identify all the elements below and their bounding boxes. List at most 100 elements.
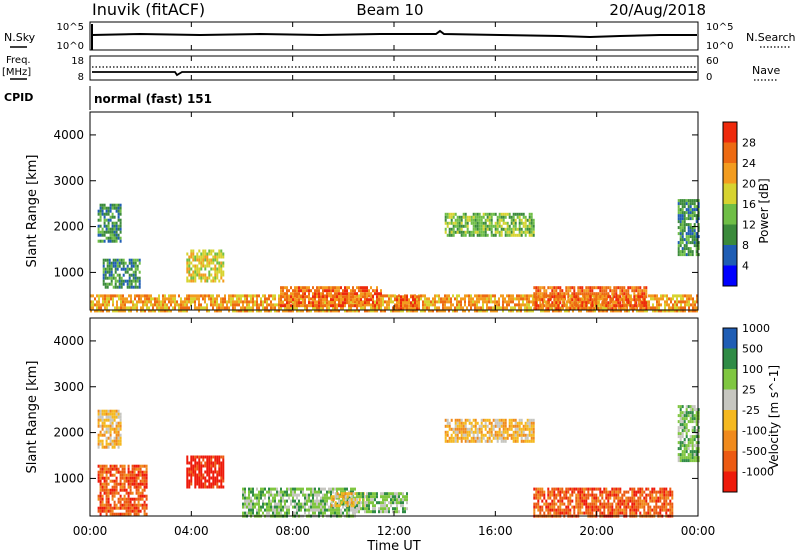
echo-cell — [290, 295, 292, 299]
echo-cell — [545, 307, 548, 311]
echo-cell — [122, 297, 124, 301]
echo-cell — [480, 418, 483, 422]
echo-cell — [194, 264, 197, 268]
echo-cell — [314, 505, 316, 509]
echo-cell — [270, 502, 272, 506]
echo-cell — [623, 304, 626, 308]
echo-cell — [268, 508, 270, 512]
echo-cell — [514, 424, 517, 428]
echo-cell — [615, 496, 618, 500]
echo-cell — [232, 300, 234, 304]
echo-cell — [685, 253, 688, 257]
echo-cell — [214, 479, 217, 483]
echo-cell — [530, 309, 532, 313]
echo-cell — [526, 427, 529, 431]
echo-cell — [635, 502, 638, 506]
echo-cell — [214, 464, 217, 468]
echo-cell — [442, 297, 444, 301]
echo-cell — [104, 306, 106, 310]
echo-cell — [117, 206, 120, 210]
echo-cell — [316, 496, 318, 500]
echo-cell — [302, 493, 304, 497]
echo-cell — [111, 212, 114, 216]
echo-cell — [406, 295, 408, 299]
echo-cell — [105, 230, 108, 234]
echo-cell — [549, 286, 552, 290]
echo-cell — [124, 303, 126, 307]
echo-cell — [585, 508, 588, 512]
echo-cell — [550, 306, 552, 310]
echo-cell — [468, 418, 471, 422]
echo-cell — [346, 499, 348, 503]
echo-cell — [639, 292, 642, 296]
echo-cell — [518, 221, 521, 225]
echo-cell — [328, 286, 330, 290]
echo-cell — [282, 505, 284, 509]
echo-cell — [107, 442, 110, 446]
echo-cell — [464, 427, 467, 431]
echo-cell — [623, 493, 626, 497]
echo-cell — [380, 294, 382, 298]
echo-cell — [131, 476, 134, 480]
echo-cell — [111, 512, 114, 516]
echo-cell — [112, 303, 114, 307]
echo-cell — [682, 309, 684, 313]
echo-cell — [99, 512, 102, 516]
echo-cell — [190, 476, 193, 480]
echo-cell — [258, 309, 260, 313]
echo-cell — [524, 436, 527, 440]
echo-cell — [549, 292, 552, 296]
echo-cell — [402, 492, 404, 496]
echo-cell — [135, 467, 138, 471]
echo-cell — [456, 309, 458, 313]
echo-cell — [98, 303, 100, 307]
nave-tick-top-right: 60 — [706, 56, 719, 67]
echo-cell — [118, 306, 120, 310]
echo-cell — [444, 439, 447, 443]
echo-cell — [617, 490, 620, 494]
echo-cell — [648, 303, 650, 307]
echo-cell — [490, 230, 493, 234]
echo-cell — [114, 270, 117, 274]
echo-cell — [139, 491, 142, 495]
echo-cell — [683, 214, 686, 218]
echo-cell — [520, 218, 523, 222]
echo-cell — [196, 473, 199, 477]
echo-cell — [104, 294, 106, 298]
echo-cell — [380, 289, 382, 293]
echo-cell — [188, 270, 191, 274]
echo-cell — [633, 298, 636, 302]
echo-cell — [605, 286, 608, 290]
echo-cell — [133, 467, 136, 471]
echo-cell — [190, 470, 193, 474]
echo-cell — [322, 295, 324, 299]
nsky-tick-top-right: 10^5 — [706, 22, 733, 33]
echo-cell — [583, 487, 586, 491]
echo-cell — [456, 427, 459, 431]
echo-cell — [202, 264, 205, 268]
echo-cell — [645, 511, 648, 515]
echo-cell — [561, 496, 564, 500]
station-title: Inuvik (fitACF) — [92, 0, 205, 19]
echo-cell — [270, 493, 272, 497]
echo-cell — [306, 309, 308, 313]
echo-cell — [206, 264, 209, 268]
echo-cell — [214, 264, 217, 268]
echo-cell — [370, 286, 372, 290]
echo-cell — [587, 508, 590, 512]
echo-cell — [450, 433, 453, 437]
echo-cell — [360, 507, 362, 511]
echo-cell — [113, 227, 116, 231]
echo-cell — [360, 501, 362, 505]
echo-cell — [310, 487, 312, 491]
echo-cell — [697, 199, 700, 203]
echo-cell — [611, 298, 614, 302]
echo-cell — [366, 298, 368, 302]
echo-cell — [472, 230, 475, 234]
echo-cell — [561, 292, 564, 296]
echo-cell — [595, 496, 598, 500]
echo-cell — [220, 467, 223, 471]
echo-cell — [117, 436, 120, 440]
echo-cell — [346, 298, 348, 302]
echo-cell — [567, 289, 570, 293]
